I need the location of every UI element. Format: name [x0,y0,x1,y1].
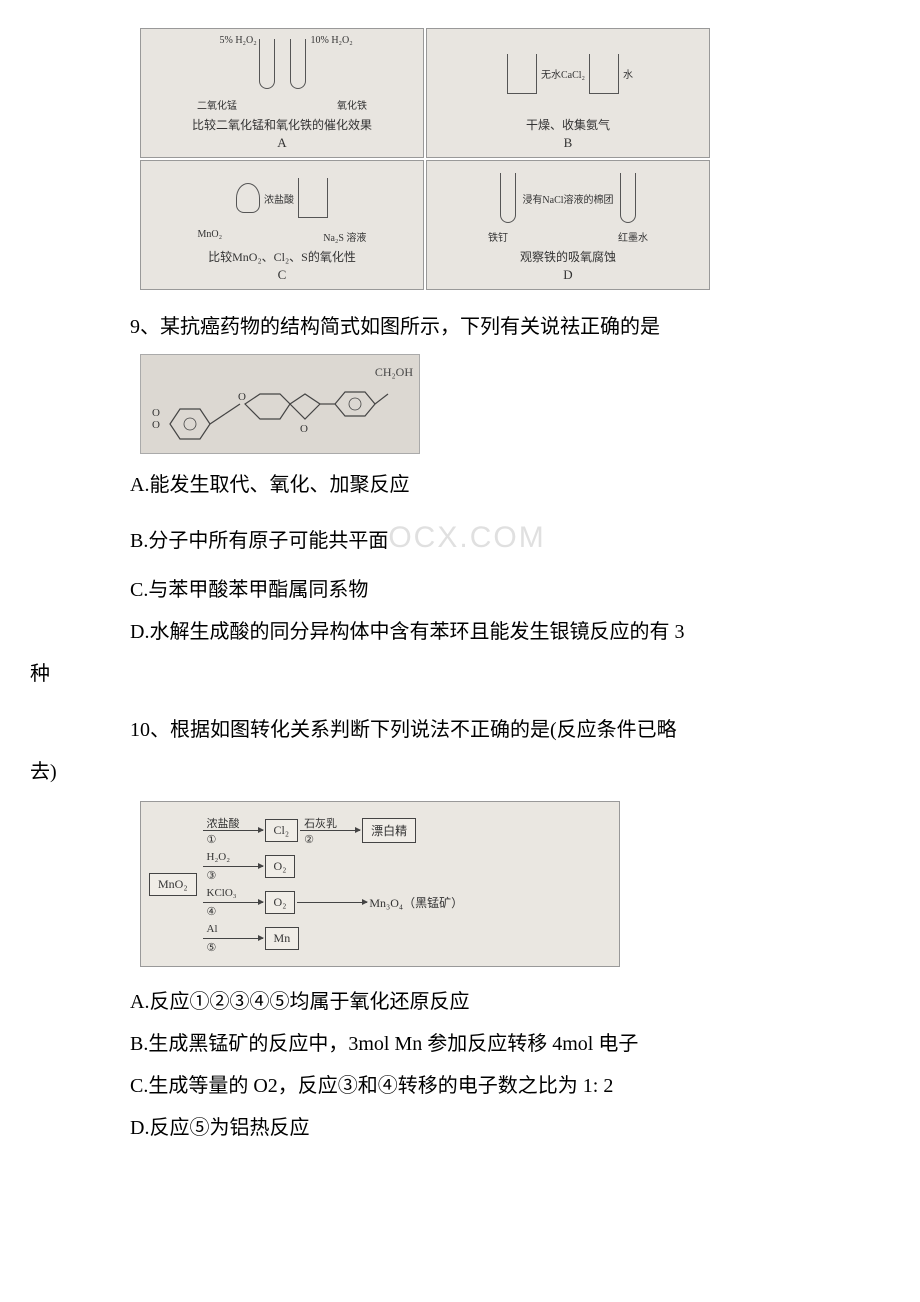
q9-option-d-line1: D.水解生成酸的同分异构体中含有苯环且能发生银镜反应的有 3 [90,611,890,653]
flow-r2-mid: O₂ [265,855,296,878]
label-d-1: 浸有NaCl溶液的棉团 [522,191,613,206]
q10-stem-line2: 去) [30,751,890,793]
figure-letter-d: D [433,267,703,283]
figure-letter-a: A [147,135,417,151]
q10-option-b: B.生成黑锰矿的反应中，3mol Mn 参加反应转移 4mol 电子 [90,1023,890,1065]
svg-text:O: O [152,407,160,419]
label-a-2: 10% H₂O₂ [311,35,353,46]
q10-flow-diagram: MnO₂ 浓盐酸 ① Cl₂ 石灰乳 ② 漂白精 H₂O₂ ③ [140,801,620,967]
flow-r4-top: Al [207,923,218,935]
flow-r1-top2: 石灰乳 [304,815,337,831]
svg-text:O: O [300,423,308,435]
q9-structure-svg: O O O O [150,364,410,444]
figure-sketch-c: 浓盐酸 [147,167,417,229]
flow-r3-num: ④ [207,905,217,918]
flow-r1-top: 浓盐酸 [207,815,240,831]
label-a-3: 二氧化锰 [197,97,237,112]
label-a-1: 5% H₂O₂ [220,35,257,46]
flow-r4-mid: Mn [265,927,300,950]
q10-stem-line1: 10、根据如图转化关系判断下列说法不正确的是(反应条件已略 [90,709,890,751]
q10-option-c: C.生成等量的 O2，反应③和④转移的电子数之比为 1: 2 [90,1065,890,1107]
figure-caption-d: 观察铁的吸氧腐蚀 [433,248,703,265]
label-c-2: MnO₂ [198,229,223,244]
figure-letter-c: C [147,267,417,283]
flow-row-2: H₂O₂ ③ O₂ [201,852,611,880]
figure-caption-a: 比较二氧化锰和氧化铁的催化效果 [147,116,417,133]
flow-right-product: Mn₃O₄（黑锰矿） [369,894,463,911]
q9-option-b: B.分子中所有原子可能共平面OCX.COM [90,506,890,569]
label-d-2: 铁钉 [488,229,508,244]
figure-caption-b: 干燥、收集氨气 [433,116,703,133]
flow-r4-num: ⑤ [207,941,217,954]
q10-option-a: A.反应①②③④⑤均属于氧化还原反应 [90,981,890,1023]
flow-row-1: 浓盐酸 ① Cl₂ 石灰乳 ② 漂白精 [201,816,611,844]
watermark-text: OCX.COM [388,521,545,554]
flow-r1-mid: Cl₂ [265,819,299,842]
figure-cell-c: 浓盐酸 MnO₂ Na₂S 溶液 比较MnO₂、Cl₂、S的氧化性 C [140,160,424,290]
figure-cell-a: 5% H₂O₂ 10% H₂O₂ 二氧化锰 氧化铁 比较二氧化锰和氧化铁的催化效… [140,28,424,158]
figure-letter-b: B [433,135,703,151]
flow-r1-num2: ② [304,833,314,846]
q9-stem: 9、某抗癌药物的结构简式如图所示，下列有关说祛正确的是 [90,306,890,348]
figure-sketch-a: 5% H₂O₂ 10% H₂O₂ [147,35,417,97]
q9-option-a: A.能发生取代、氧化、加聚反应 [90,464,890,506]
q9-structure-image: O O O O CH₂OH [140,354,420,454]
q9-option-b-text: B.分子中所有原子可能共平面 [130,530,388,552]
q9-option-d: D.水解生成酸的同分异构体中含有苯环且能发生银镜反应的有 3 种 [90,611,890,695]
q8-figure-grid: 5% H₂O₂ 10% H₂O₂ 二氧化锰 氧化铁 比较二氧化锰和氧化铁的催化效… [140,28,710,290]
flow-r2-top: H₂O₂ [207,851,231,863]
q9-structure-side-label: CH₂OH [375,365,413,380]
label-b-1: 无水CaCl₂ [541,66,585,81]
flow-r3-top: KClO₃ [207,887,237,899]
label-c-1: 浓盐酸 [264,191,294,206]
figure-caption-c: 比较MnO₂、Cl₂、S的氧化性 [147,248,417,265]
q8-figure-block: 5% H₂O₂ 10% H₂O₂ 二氧化锰 氧化铁 比较二氧化锰和氧化铁的催化效… [140,28,890,290]
figure-cell-d: 浸有NaCl溶液的棉团 铁钉 红墨水 观察铁的吸氧腐蚀 D [426,160,710,290]
svg-text:O: O [152,419,160,431]
q10-stem: 10、根据如图转化关系判断下列说法不正确的是(反应条件已略 去) [90,709,890,793]
flow-start: MnO₂ [149,873,197,896]
figure-sketch-d: 浸有NaCl溶液的棉团 [433,167,703,229]
flow-r3-mid: O₂ [265,891,296,914]
label-b-2: 水 [623,66,633,81]
figure-cell-b: 无水CaCl₂ 水 干燥、收集氨气 B [426,28,710,158]
figure-sketch-b: 无水CaCl₂ 水 [433,35,703,112]
q9-option-c: C.与苯甲酸苯甲酯属同系物 [90,569,890,611]
label-a-4: 氧化铁 [337,97,367,112]
label-d-3: 红墨水 [618,229,648,244]
svg-text:O: O [238,391,246,403]
flow-row-4: Al ⑤ Mn [201,924,611,952]
flow-r1-end: 漂白精 [362,818,416,843]
q9-option-d-line2: 种 [30,653,890,695]
label-c-3: Na₂S 溶液 [323,229,366,244]
flow-r2-num: ③ [207,869,217,882]
flow-r1-num: ① [207,833,217,846]
flow-row-3: KClO₃ ④ O₂ Mn₃O₄（黑锰矿） [201,888,611,916]
q10-option-d: D.反应⑤为铝热反应 [90,1107,890,1149]
